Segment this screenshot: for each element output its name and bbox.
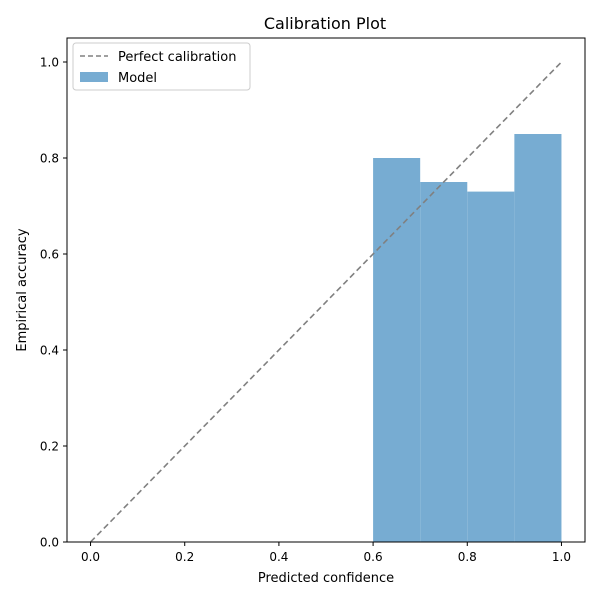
legend: Perfect calibration Model xyxy=(72,42,251,91)
bar-series xyxy=(373,134,562,542)
y-tick-label: 0.4 xyxy=(40,344,59,358)
y-tick-label: 0.8 xyxy=(40,152,59,166)
legend-frame xyxy=(72,42,251,91)
legend-label-model: Model xyxy=(118,71,157,86)
y-tick-label: 0.0 xyxy=(40,536,59,550)
legend-bar-swatch xyxy=(80,72,108,82)
x-tick-label: 0.4 xyxy=(269,550,288,564)
bar-bin-2 xyxy=(420,182,468,542)
y-tick-label: 0.6 xyxy=(40,248,59,262)
plot-frame xyxy=(66,37,586,543)
bar-bin-4 xyxy=(514,134,562,542)
x-tick-label: 1.0 xyxy=(552,550,571,564)
x-axis-ticks: 0.0 0.2 0.4 0.6 0.8 1.0 xyxy=(81,542,571,564)
x-tick-label: 0.0 xyxy=(81,550,100,564)
legend-label-perfect-calibration: Perfect calibration xyxy=(118,50,236,65)
x-axis-label: Predicted confidence xyxy=(258,571,394,586)
reference-line-group xyxy=(89,61,563,543)
x-tick-label: 0.2 xyxy=(175,550,194,564)
chart-title: Calibration Plot xyxy=(264,14,386,33)
y-axis-ticks: 0.0 0.2 0.4 0.6 0.8 1.0 xyxy=(40,56,67,550)
y-axis-label: Empirical accuracy xyxy=(15,228,30,352)
bar-bin-3 xyxy=(467,191,515,542)
bar-bin-1 xyxy=(373,158,421,542)
x-tick-label: 0.6 xyxy=(364,550,383,564)
y-tick-label: 1.0 xyxy=(40,56,59,70)
perfect-calibration-line xyxy=(89,61,563,543)
y-tick-label: 0.2 xyxy=(40,440,59,454)
x-tick-label: 0.8 xyxy=(458,550,477,564)
